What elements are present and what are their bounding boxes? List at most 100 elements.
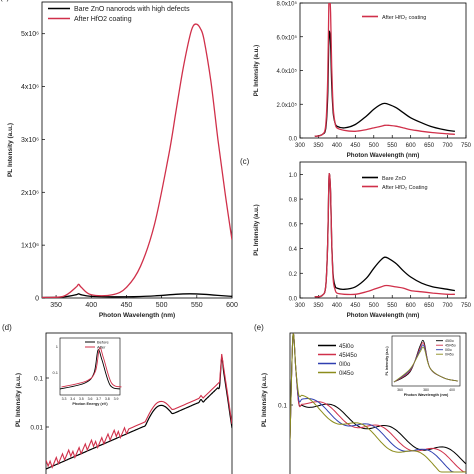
series-line-2 — [290, 333, 466, 473]
series-line-before — [46, 357, 232, 470]
x-tick-label: 700 — [443, 303, 454, 309]
y-tick-label: 0.6 — [289, 222, 298, 228]
x-tick-label: 300 — [295, 303, 306, 309]
y-axis-label: PL Intensity (a.u.) — [15, 373, 22, 427]
panel-a: 350 400 450 500 550 600 0 1x10⁶ 2x10⁶ 3x10⁶ 4x10⁶ 5… — [7, 1, 238, 319]
y-tick-label: 3x10⁶ — [21, 137, 39, 144]
legend-entry: 45l0o — [339, 344, 354, 350]
series-line-1 — [42, 23, 232, 298]
inset-legend-entry: 0l0o — [445, 348, 452, 352]
y-tick-label: 0.0 — [289, 137, 298, 143]
x-axis-label: Photon Wavelength (nm) — [347, 312, 420, 319]
x-tick-label: 700 — [443, 143, 454, 149]
inset-legend-entry: After — [97, 345, 106, 350]
x-tick-label: 450 — [350, 143, 361, 149]
inset-series-before — [59, 349, 121, 390]
y-axis-label: PL Intensity (a.u.) — [7, 123, 14, 177]
inset-y-tick-label: 1 — [56, 344, 59, 349]
inset-x-axis-label: Photon Wavelength (nm) — [404, 393, 449, 397]
inset-x-tick-label: 3.3 — [62, 397, 67, 401]
y-tick-label: 6.0x10⁵ — [276, 34, 297, 41]
legend-entry: 45l45o — [339, 353, 358, 359]
inset-series-3 — [393, 346, 459, 383]
panel-label: (e) — [254, 323, 264, 332]
series-line-1 — [314, 173, 455, 298]
y-axis-label: PL Intensity (a.u.) — [253, 45, 260, 96]
panel-label: (d) — [2, 323, 12, 332]
plot-frame — [299, 2, 467, 139]
inset-x-tick-label: 3.8 — [105, 397, 110, 401]
inset-x-tick-label: 3.4 — [70, 397, 75, 401]
x-tick-label: 500 — [156, 302, 168, 309]
panel-label-c: (c) — [240, 157, 250, 166]
legend-entry: Bare ZnO nanorods with high defects — [74, 6, 190, 13]
x-tick-label: 350 — [313, 143, 324, 149]
y-tick-label: 0.0 — [289, 297, 298, 303]
series-line-1 — [314, 3, 455, 137]
inset-legend-entry: 45l45o — [445, 344, 456, 348]
inset-x-tick-label: 3.7 — [96, 397, 101, 401]
y-axis-label: PL Intensity (a.u.) — [261, 373, 268, 427]
panel-b: 300 350 400 450 500 550 600 650 700 750 0.0 2.0x10⁵… — [253, 1, 472, 160]
x-tick-label: 350 — [313, 303, 324, 309]
inset-x-axis-label: Photon Energy (eV) — [72, 402, 108, 406]
x-tick-label: 650 — [424, 143, 435, 149]
inset-legend-entry: 0l45o — [445, 353, 454, 357]
inset-x-tick-label: 3.5 — [79, 397, 84, 401]
x-tick-label: 400 — [85, 302, 97, 309]
y-axis-label: PL Intensity (a.u.) — [253, 204, 260, 255]
legend-entry: After HfO2 coating — [74, 16, 132, 23]
x-axis-label: Photon Wavelength (nm) — [347, 152, 420, 159]
x-tick-label: 450 — [121, 302, 133, 309]
inset-x-tick-label: 380 — [423, 388, 429, 392]
plot-frame — [41, 1, 233, 299]
x-tick-label: 600 — [226, 302, 238, 309]
legend-entry: 0l45o — [339, 371, 354, 377]
x-tick-label: 550 — [387, 143, 398, 149]
series-line-3 — [290, 333, 466, 473]
inset-x-tick-label: 3.6 — [88, 397, 93, 401]
plot-frame — [299, 161, 467, 299]
panel-c: 300 350 400 450 500 550 600 650 700 750 0.0 0.2 0.4 0… — [0, 0, 472, 319]
x-tick-label: 650 — [424, 303, 435, 309]
inset-x-tick-label: 3.9 — [114, 397, 119, 401]
legend-entry: After HfO₂ Coating — [382, 185, 428, 191]
y-tick-label: 2x10⁶ — [21, 190, 39, 197]
x-axis-label: Photon Wavelength (nm) — [99, 312, 175, 319]
x-tick-label: 550 — [191, 302, 203, 309]
y-tick-label: 0.2 — [289, 272, 298, 278]
y-tick-label: 5x10⁶ — [21, 31, 39, 38]
inset-x-tick-label: 360 — [397, 388, 403, 392]
y-tick-label: 0.8 — [289, 198, 298, 204]
y-tick-label: 0.01 — [30, 425, 43, 432]
y-tick-label: 0.1 — [34, 376, 43, 383]
y-tick-label: 0.4 — [289, 247, 298, 253]
inset-x-tick-label: 400 — [449, 388, 455, 392]
legend-entry: Bare ZnO — [382, 176, 407, 182]
inset-legend-entry: 45l0o — [445, 339, 454, 343]
series-line-0 — [42, 293, 232, 298]
x-tick-label: 750 — [461, 303, 472, 309]
panel-d: (d) 0.1 0.01 PL Intensity (a.u.) 3.3 3.4 3.5 3.… — [2, 323, 233, 474]
inset-series-after — [61, 347, 122, 388]
x-tick-label: 600 — [406, 143, 417, 149]
x-tick-label: 400 — [332, 143, 343, 149]
series-line-0 — [314, 30, 456, 137]
series-line-0 — [314, 173, 456, 298]
y-tick-label: 8.0x10⁵ — [276, 1, 297, 8]
y-tick-label: 4x10⁶ — [21, 84, 39, 91]
plot-frame — [289, 332, 467, 474]
panel-e: (e)0.1PL Intensity (a.u.)45l0o45l45o0l0o… — [254, 323, 467, 474]
x-tick-label: 350 — [50, 302, 62, 309]
inset-y-axis-label: PL Intensity (a.u.) — [385, 346, 389, 375]
y-tick-label: 4.0x10⁵ — [276, 68, 297, 75]
legend-entry: After HfO₂ coating — [382, 15, 426, 21]
legend-entry: 0l0o — [339, 362, 351, 368]
x-tick-label: 500 — [369, 303, 380, 309]
x-tick-label: 450 — [350, 303, 361, 309]
inset-y-tick-label: 0.1 — [52, 370, 58, 375]
series-line-1 — [290, 333, 466, 473]
y-tick-label: 0.1 — [278, 403, 287, 410]
series-line-after — [46, 353, 232, 469]
